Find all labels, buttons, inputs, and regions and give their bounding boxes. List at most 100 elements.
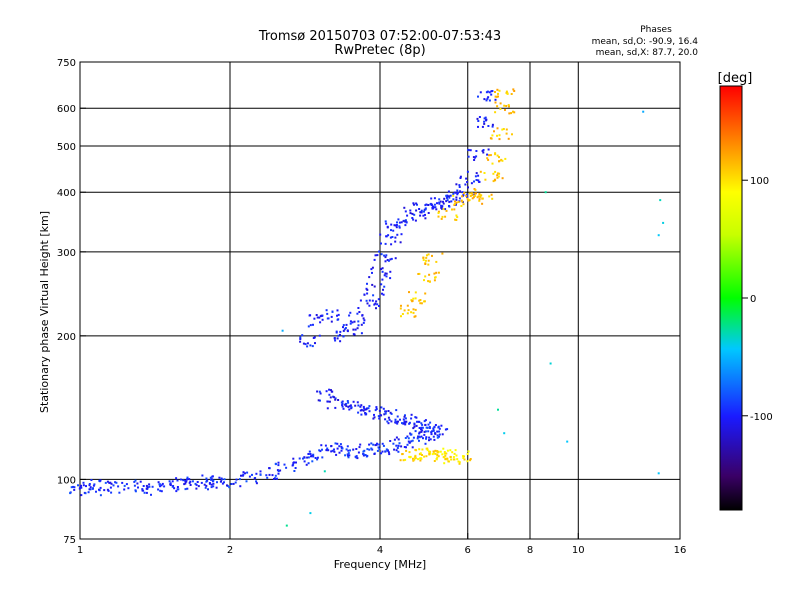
data-point bbox=[498, 134, 501, 137]
data-point bbox=[184, 488, 187, 491]
data-point bbox=[489, 154, 492, 157]
data-point bbox=[440, 217, 443, 220]
data-point bbox=[188, 481, 191, 484]
data-point bbox=[360, 332, 363, 335]
data-point bbox=[434, 432, 437, 435]
data-point bbox=[314, 457, 317, 459]
data-point bbox=[424, 208, 427, 211]
data-point bbox=[437, 425, 440, 428]
data-point bbox=[494, 91, 496, 93]
data-point bbox=[485, 118, 488, 121]
data-point bbox=[336, 309, 339, 312]
data-point bbox=[420, 209, 423, 212]
data-point bbox=[275, 477, 278, 480]
data-point bbox=[394, 236, 397, 239]
data-point bbox=[482, 151, 485, 154]
data-point bbox=[357, 320, 360, 323]
data-point bbox=[333, 396, 336, 399]
data-point bbox=[314, 342, 316, 345]
data-point bbox=[92, 487, 94, 490]
x-tick-label: 8 bbox=[527, 545, 533, 556]
data-point bbox=[434, 424, 437, 426]
data-point bbox=[342, 329, 345, 332]
data-point bbox=[417, 273, 420, 275]
data-point bbox=[355, 455, 358, 458]
data-point bbox=[375, 408, 378, 410]
data-point bbox=[475, 179, 478, 181]
data-point bbox=[439, 450, 442, 453]
data-point bbox=[299, 340, 302, 343]
data-point bbox=[259, 470, 262, 473]
data-point bbox=[409, 212, 412, 215]
data-point bbox=[347, 449, 350, 452]
data-point bbox=[133, 484, 136, 487]
data-point bbox=[373, 416, 376, 419]
data-point bbox=[88, 488, 91, 491]
data-point bbox=[480, 194, 483, 197]
data-point bbox=[481, 150, 484, 152]
data-point bbox=[438, 433, 441, 436]
data-point bbox=[443, 456, 446, 459]
data-point bbox=[89, 486, 92, 489]
data-point bbox=[374, 444, 377, 447]
data-point bbox=[404, 414, 406, 417]
data-point bbox=[501, 128, 504, 131]
data-point bbox=[312, 323, 314, 326]
data-point bbox=[462, 457, 465, 459]
data-point bbox=[495, 95, 498, 98]
data-point bbox=[110, 482, 113, 485]
data-point bbox=[470, 192, 473, 195]
data-point bbox=[423, 430, 426, 433]
data-point bbox=[93, 483, 96, 486]
data-point bbox=[440, 204, 443, 207]
data-point bbox=[420, 435, 423, 438]
data-point bbox=[467, 450, 470, 453]
data-point bbox=[338, 445, 341, 448]
data-point bbox=[109, 486, 112, 489]
data-point bbox=[376, 442, 378, 445]
data-point bbox=[463, 458, 466, 461]
grid-lines bbox=[80, 62, 680, 539]
data-point bbox=[356, 312, 359, 315]
data-point bbox=[446, 196, 448, 199]
data-point bbox=[430, 197, 433, 200]
data-point bbox=[435, 458, 438, 461]
data-point bbox=[388, 418, 391, 421]
data-point bbox=[423, 455, 426, 458]
data-point bbox=[390, 257, 393, 260]
data-point bbox=[386, 420, 389, 423]
data-point bbox=[414, 297, 417, 300]
data-point bbox=[137, 486, 139, 489]
data-point bbox=[416, 437, 419, 440]
data-points bbox=[69, 88, 665, 527]
data-point bbox=[566, 440, 569, 443]
data-point bbox=[145, 491, 148, 494]
data-point bbox=[398, 225, 401, 228]
data-point bbox=[352, 328, 355, 331]
data-point bbox=[422, 437, 424, 440]
data-point bbox=[475, 155, 478, 158]
data-point bbox=[277, 470, 280, 473]
data-point bbox=[415, 202, 418, 205]
data-point bbox=[327, 449, 330, 452]
data-point bbox=[106, 488, 109, 491]
data-point bbox=[184, 479, 187, 482]
data-point bbox=[316, 390, 319, 393]
data-point bbox=[424, 292, 427, 295]
data-point bbox=[425, 203, 428, 206]
data-point bbox=[395, 436, 398, 439]
data-point bbox=[454, 449, 457, 452]
data-point bbox=[335, 331, 338, 334]
data-point bbox=[110, 491, 113, 494]
data-point bbox=[371, 283, 374, 286]
data-point bbox=[404, 417, 407, 420]
colorbar-tick-label: 0 bbox=[750, 294, 756, 305]
data-point bbox=[410, 299, 413, 302]
data-point bbox=[494, 111, 497, 114]
data-point bbox=[479, 196, 482, 198]
data-point bbox=[412, 297, 415, 300]
data-point bbox=[395, 409, 398, 412]
data-point bbox=[186, 478, 188, 481]
data-point bbox=[465, 193, 468, 196]
data-point bbox=[484, 116, 487, 119]
